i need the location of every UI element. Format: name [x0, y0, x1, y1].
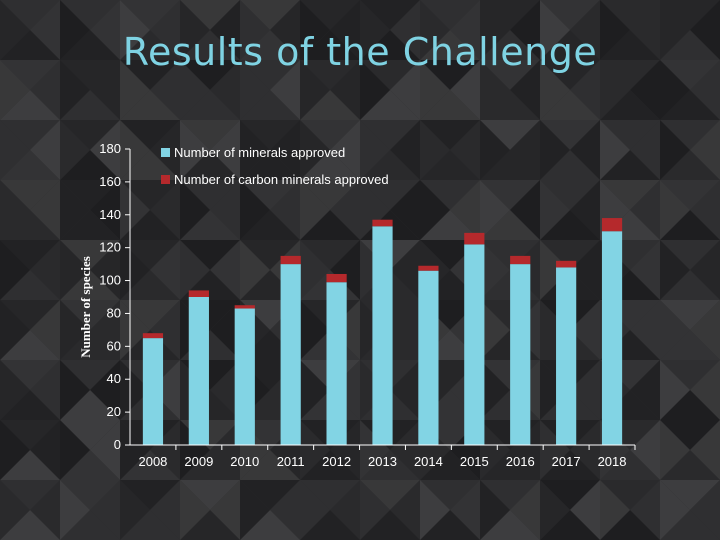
bar-carbon [234, 305, 255, 309]
bar-carbon [280, 255, 301, 265]
y-tick-label: 0 [114, 437, 121, 452]
x-tick-label: 2009 [184, 454, 213, 469]
x-tick-label: 2013 [368, 454, 397, 469]
bar-minerals [372, 226, 393, 445]
y-tick-label: 40 [107, 371, 121, 386]
bar-minerals [280, 264, 301, 445]
x-tick-label: 2017 [552, 454, 581, 469]
bar-minerals [510, 264, 531, 445]
legend: Number of minerals approved Number of ca… [161, 145, 389, 187]
bar-carbon [372, 219, 393, 227]
bars [142, 218, 623, 445]
page-title: Results of the Challenge [122, 30, 598, 74]
bar-minerals [188, 297, 209, 445]
bar-minerals [418, 270, 439, 445]
bar-minerals [556, 267, 577, 445]
bar-minerals [326, 282, 347, 445]
bar-carbon [510, 255, 531, 265]
bar-minerals [142, 338, 164, 445]
y-tick-label: 20 [107, 404, 121, 419]
bar-carbon [326, 273, 347, 283]
y-tick-label: 100 [99, 273, 121, 288]
y-tick-label: 60 [107, 338, 121, 353]
bar-carbon [418, 265, 439, 271]
x-tick-label: 2015 [460, 454, 489, 469]
bar-carbon [142, 333, 164, 339]
x-tick-label: 2008 [138, 454, 167, 469]
bar-carbon [188, 290, 209, 297]
legend-swatch-minerals [161, 148, 170, 157]
y-tick-label: 180 [99, 141, 121, 156]
x-tick-label: 2012 [322, 454, 351, 469]
y-axis-label: Number of species [78, 256, 93, 358]
bar-minerals [234, 308, 255, 445]
x-tick-label: 2011 [277, 454, 305, 469]
y-tick-label: 120 [99, 240, 121, 255]
y-tick-label: 80 [107, 305, 121, 320]
x-tick-label: 2018 [598, 454, 627, 469]
y-tick-label: 160 [99, 174, 121, 189]
x-tick-label: 2010 [230, 454, 259, 469]
legend-label-carbon: Number of carbon minerals approved [174, 172, 389, 187]
bar-carbon [556, 260, 577, 268]
x-tick-label: 2016 [506, 454, 535, 469]
bar-minerals [601, 231, 623, 445]
x-axis-ticks: 2008 2009 2010 2011 2012 2013 2014 2015 2016 2017… [138, 445, 636, 469]
y-axis-ticks: 0 20 40 60 80 100 120 140 160 180 [99, 141, 130, 452]
x-tick-label: 2014 [414, 454, 443, 469]
y-tick-label: 140 [99, 207, 121, 222]
bar-carbon [464, 232, 485, 245]
legend-swatch-carbon [161, 175, 170, 184]
bar-carbon [601, 218, 623, 232]
bar-minerals [464, 244, 485, 445]
legend-label-minerals: Number of minerals approved [174, 145, 345, 160]
